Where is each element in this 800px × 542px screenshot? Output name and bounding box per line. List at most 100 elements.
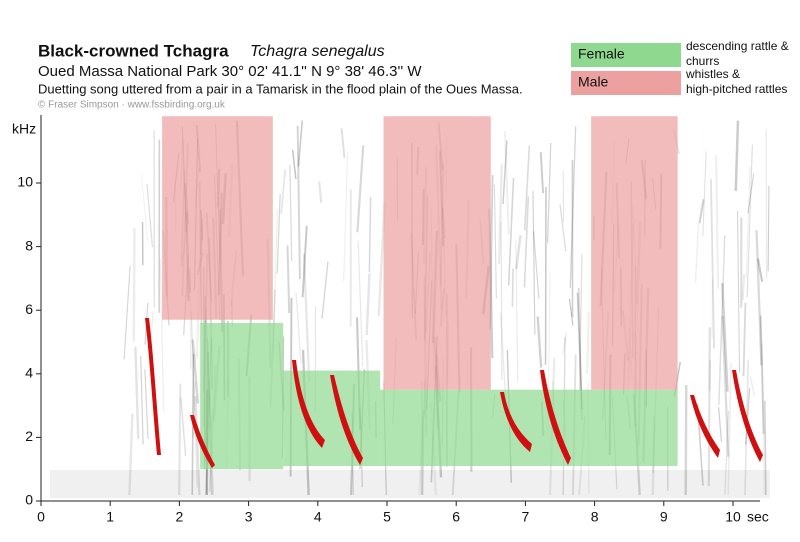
texture-stroke (357, 241, 364, 367)
texture-stroke (146, 183, 154, 248)
texture-stroke (746, 144, 753, 298)
texture-stroke (515, 235, 522, 270)
texture-stroke (532, 231, 540, 300)
description: Duetting song uttered from a pair in a T… (38, 81, 523, 96)
texture-stroke (493, 184, 497, 299)
texture-stroke (515, 240, 519, 382)
texture-stroke (707, 327, 711, 487)
whistle (540, 370, 571, 465)
texture-stroke (141, 174, 149, 242)
texture-stroke (710, 179, 716, 349)
y-tick-label: 4 (25, 365, 33, 381)
texture-stroke (301, 225, 308, 298)
y-tick-label: 8 (25, 237, 33, 253)
x-tick-label: 1 (106, 509, 114, 525)
texture-stroke (500, 222, 503, 380)
call-region (380, 389, 678, 467)
x-tick-label: 6 (452, 509, 460, 525)
texture-stroke (749, 376, 756, 397)
legend-label: Male (578, 74, 609, 90)
texture-stroke (532, 191, 536, 335)
texture-stroke (343, 151, 349, 282)
texture-stroke (767, 185, 770, 272)
texture-stroke (684, 385, 688, 496)
calls (145, 318, 763, 468)
texture-stroke (318, 181, 323, 203)
y-axis-label: kHz (12, 121, 36, 137)
texture-stroke (698, 199, 705, 224)
texture-stroke (190, 311, 198, 488)
texture-stroke (321, 261, 329, 319)
texture-stroke (365, 273, 371, 336)
x-tick-label: 9 (660, 509, 668, 525)
texture-stroke (756, 258, 764, 282)
legend-description: descending rattle & (686, 39, 789, 53)
x-tick-label: 5 (383, 509, 391, 525)
credit: © Fraser Simpson · www.fssbirding.org.uk (38, 100, 226, 111)
texture-stroke (340, 128, 346, 159)
x-axis-label: sec (747, 509, 769, 525)
whistle (330, 375, 363, 465)
texture-stroke (721, 283, 729, 392)
texture-stroke (503, 130, 510, 235)
texture-stroke (280, 169, 287, 214)
y-tick-label: 2 (25, 428, 33, 444)
texture-stroke (180, 397, 187, 457)
texture-stroke (562, 332, 567, 355)
x-tick-label: 3 (245, 509, 253, 525)
texture-stroke (523, 196, 530, 288)
texture-stroke (727, 363, 732, 496)
texture-stroke (286, 245, 291, 314)
texture-stroke (368, 196, 372, 272)
call-region (200, 322, 284, 470)
texture-stroke (745, 166, 751, 278)
texture-stroke (724, 410, 730, 495)
texture-stroke (539, 152, 545, 194)
texture-stroke (761, 343, 766, 496)
texture-stroke (194, 396, 201, 496)
texture-stroke (291, 149, 297, 180)
texture-stroke (755, 230, 763, 366)
legend: Female descending rattle &churrs Male whist… (571, 39, 789, 96)
texture-stroke (717, 407, 723, 442)
x-tick-label: 7 (522, 509, 530, 525)
texture-stroke (718, 235, 726, 405)
call-region (162, 116, 273, 320)
texture-stroke (568, 298, 574, 326)
texture-stroke (302, 253, 311, 383)
texture-stroke (714, 155, 720, 289)
texture-stroke (497, 164, 503, 264)
texture-stroke (502, 140, 508, 205)
texture-stroke (191, 339, 200, 404)
texture-stroke (742, 302, 747, 377)
legend-swatch (571, 43, 681, 67)
texture-stroke (737, 211, 741, 373)
species: Tchagra senegalus (250, 43, 385, 60)
texture-stroke (140, 355, 144, 445)
texture-stroke (296, 125, 301, 280)
texture-stroke (295, 292, 302, 364)
texture-floor (50, 470, 770, 498)
regions (162, 116, 678, 470)
texture-stroke (297, 120, 304, 167)
texture-stroke (507, 177, 515, 286)
x-tick-label: 0 (37, 509, 45, 525)
legend-description: churrs (686, 54, 719, 68)
legend-label: Female (578, 46, 625, 62)
texture-stroke (569, 126, 577, 289)
x-tick-label: 2 (176, 509, 184, 525)
texture-stroke (276, 193, 281, 274)
texture-stroke (734, 120, 740, 192)
subtitle: Oued Massa National Park 30° 02' 41.1'' … (38, 63, 422, 80)
texture-stroke (523, 145, 531, 231)
texture-stroke (178, 383, 182, 496)
texture-stroke (546, 142, 552, 243)
texture-stroke (744, 387, 751, 445)
texture-stroke (134, 346, 140, 440)
whistle (690, 395, 720, 458)
texture-stroke (694, 223, 700, 284)
texture-stroke (500, 312, 507, 402)
y-tick-label: 6 (25, 301, 33, 317)
texture-stroke (536, 316, 543, 368)
texture-stroke (576, 292, 583, 409)
